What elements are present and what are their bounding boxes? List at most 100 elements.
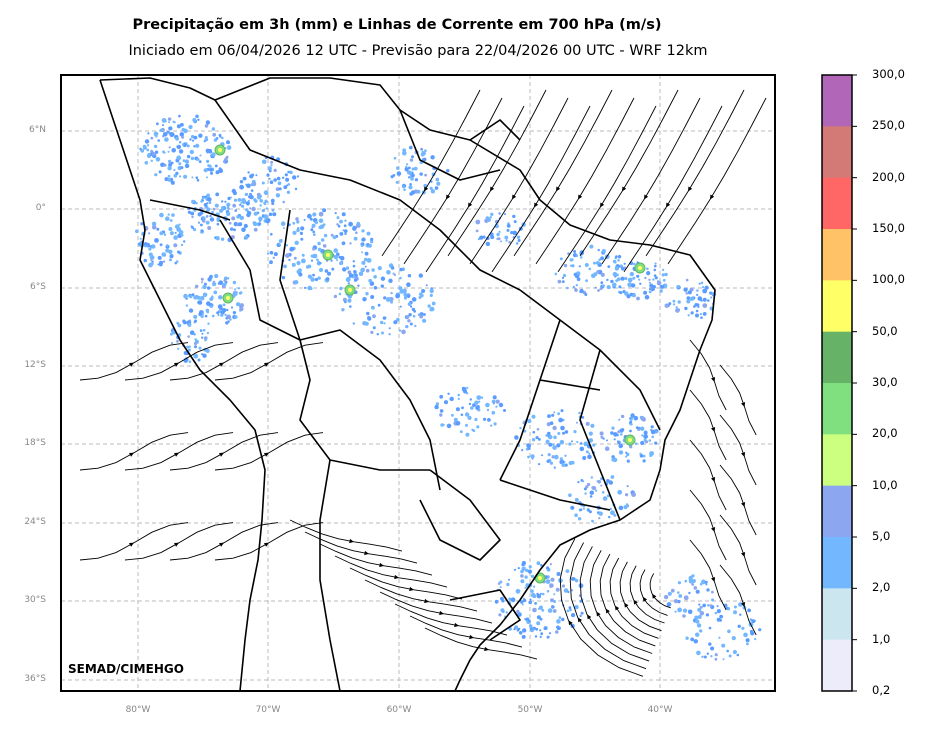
- precip-cell: [541, 454, 544, 457]
- precip-cell: [194, 338, 197, 341]
- precip-cell: [410, 305, 413, 308]
- precip-cell: [419, 314, 424, 319]
- precip-cell: [699, 606, 702, 609]
- precip-cell: [599, 287, 603, 291]
- precip-cell: [198, 133, 203, 138]
- precip-cell: [234, 315, 238, 319]
- precip-cell: [598, 511, 603, 516]
- precip-cell: [352, 260, 355, 263]
- precip-cell: [213, 290, 218, 295]
- precip-cell: [548, 442, 553, 447]
- precip-cell: [392, 272, 395, 275]
- precip-cell: [220, 313, 224, 317]
- precip-cell: [695, 309, 699, 313]
- precip-cell: [436, 181, 441, 186]
- precip-cell: [686, 296, 691, 300]
- precip-cell: [697, 615, 702, 619]
- precip-cell: [283, 227, 285, 230]
- precip-cell: [530, 627, 533, 630]
- precip-cell: [285, 177, 290, 182]
- precip-cell: [630, 423, 633, 426]
- precip-cell: [345, 266, 350, 270]
- precip-cell: [516, 242, 519, 245]
- precip-cell: [682, 614, 686, 618]
- streamline-arrow: [424, 186, 429, 192]
- precip-cell: [541, 592, 545, 596]
- map-frame: [60, 74, 776, 692]
- precip-cell: [189, 330, 195, 336]
- precip-cell: [227, 320, 230, 323]
- precip-cell: [408, 185, 413, 190]
- streamline-arrow: [741, 402, 746, 407]
- precip-cell: [536, 621, 541, 626]
- precip-cell: [230, 227, 234, 231]
- precip-cell: [240, 186, 244, 189]
- streamline: [364, 579, 478, 612]
- precip-cell: [154, 173, 158, 177]
- precip-cell: [487, 418, 491, 422]
- precip-cell: [595, 489, 598, 492]
- precip-cell: [533, 585, 536, 588]
- precip-cell: [648, 281, 652, 284]
- streamline: [469, 97, 569, 265]
- precip-cell: [498, 402, 504, 408]
- precip-cell: [200, 231, 203, 234]
- precip-cell: [557, 412, 560, 416]
- precip-cell: [646, 271, 651, 276]
- precip-cell: [714, 657, 718, 661]
- streamline-arrow: [711, 577, 716, 582]
- lat-label: 36°S: [24, 674, 46, 684]
- precip-cell: [641, 417, 646, 422]
- precip-cell: [250, 183, 254, 187]
- precip-cell: [648, 278, 651, 281]
- precip-cell: [353, 236, 358, 241]
- precip-cell: [330, 233, 334, 237]
- precip-cell: [641, 434, 644, 437]
- precip-cell: [543, 626, 547, 631]
- precip-cell: [248, 195, 251, 199]
- precip-cell: [618, 418, 621, 421]
- precip-cell: [496, 232, 500, 237]
- precip-cell: [754, 638, 757, 641]
- precip-cell: [135, 229, 139, 234]
- precip-cell: [615, 255, 618, 258]
- precip-cell: [521, 566, 526, 571]
- precip-cell: [613, 432, 618, 437]
- precip-cell: [552, 609, 557, 613]
- precip-cell: [167, 150, 170, 153]
- precip-cell: [217, 313, 220, 317]
- precip-cell: [386, 297, 391, 302]
- precip-cell: [590, 476, 593, 479]
- precip-cell: [202, 284, 207, 290]
- precip-cell: [656, 280, 662, 286]
- streamline-arrow: [129, 452, 134, 457]
- precip-cell: [539, 592, 542, 595]
- precip-cell: [189, 294, 193, 299]
- precip-cell: [402, 186, 405, 189]
- precip-cell: [589, 495, 593, 498]
- precip-cell: [386, 270, 391, 275]
- precip-cell: [204, 195, 207, 198]
- precip-cell: [168, 121, 170, 124]
- precip-cell: [229, 318, 232, 321]
- precip-cell: [693, 296, 696, 299]
- precip-cell: [559, 457, 563, 461]
- streamline: [719, 564, 757, 636]
- precip-cell: [177, 250, 180, 254]
- precip-cell: [726, 649, 729, 653]
- precip-cell: [317, 247, 322, 252]
- precip-cell: [614, 266, 620, 271]
- precip-cell: [221, 136, 224, 140]
- precip-cell: [201, 336, 204, 339]
- precip-cell: [212, 282, 217, 287]
- precip-cell: [199, 329, 203, 332]
- precip-cell: [643, 290, 648, 295]
- precip-cell: [309, 217, 313, 221]
- precip-cell: [644, 430, 647, 433]
- precip-cell: [430, 155, 435, 160]
- precip-cell: [365, 292, 369, 296]
- precip-cell: [180, 166, 184, 170]
- precip-cell: [581, 416, 585, 419]
- precip-cell: [238, 291, 242, 295]
- precip-cell: [563, 263, 568, 268]
